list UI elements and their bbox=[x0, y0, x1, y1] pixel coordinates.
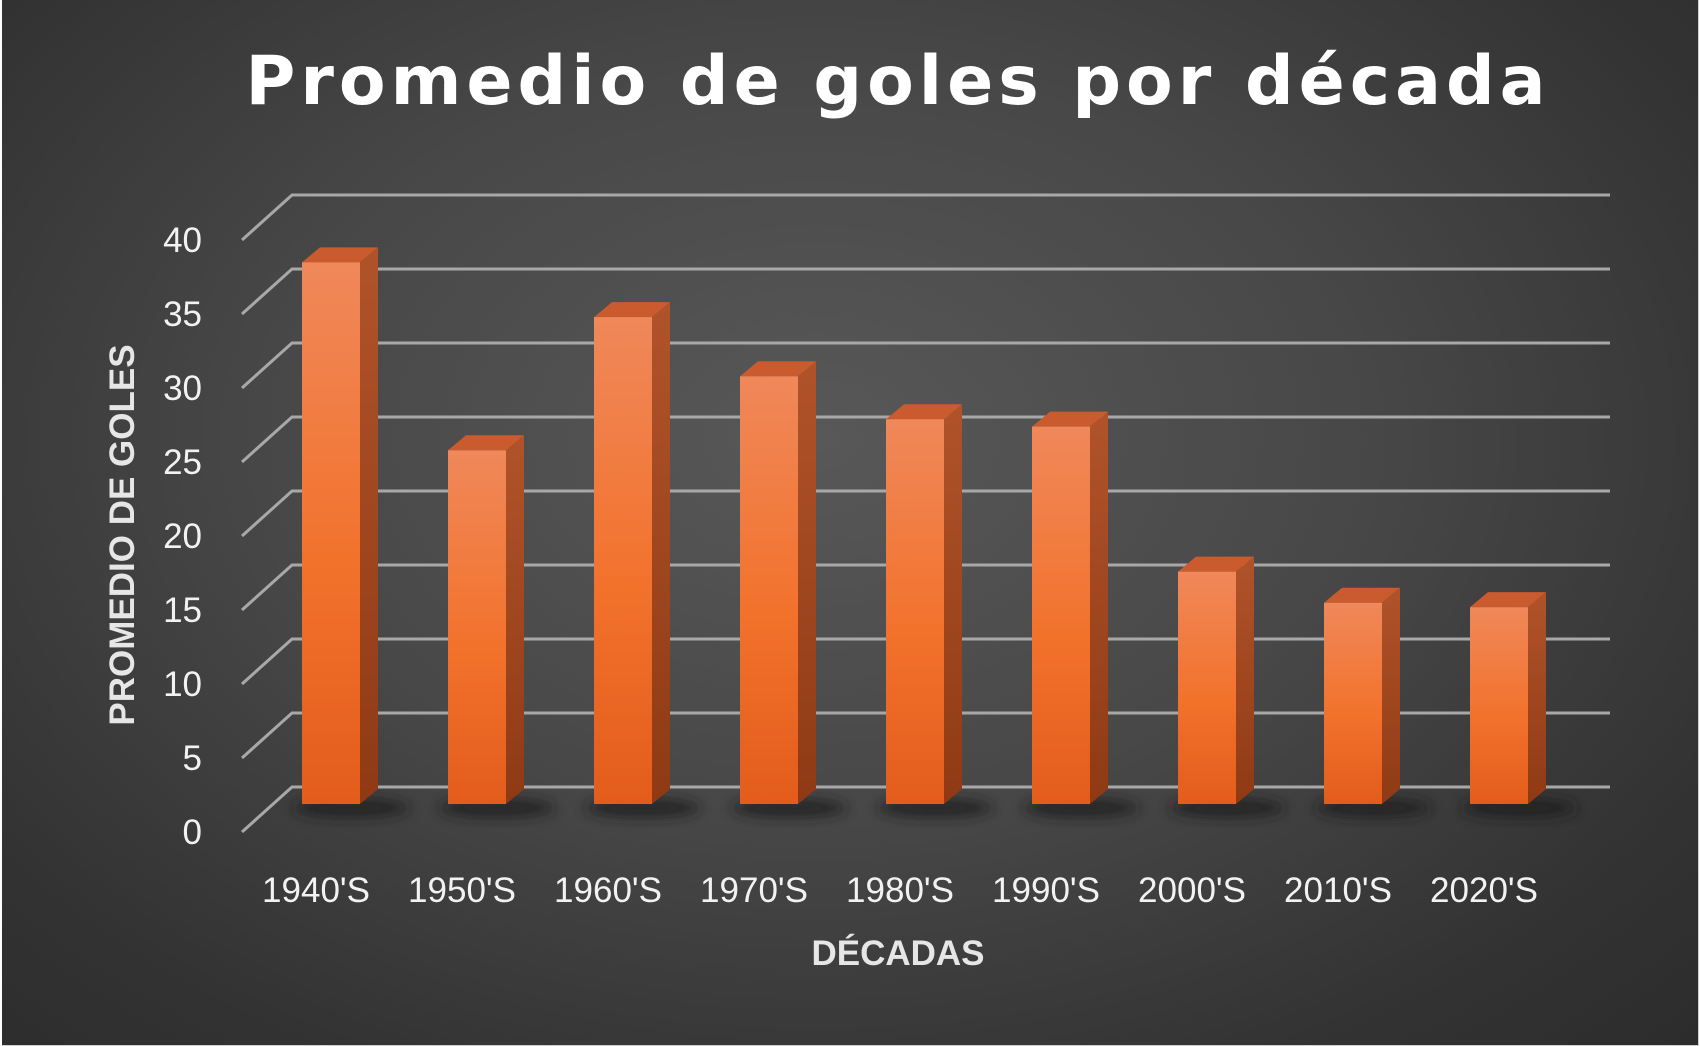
bar-side bbox=[360, 247, 378, 804]
bar bbox=[302, 247, 378, 804]
bar-front bbox=[886, 419, 944, 804]
gridline bbox=[240, 489, 1610, 538]
x-tick-label: 1940'S bbox=[262, 871, 370, 910]
x-tick-label: 2020'S bbox=[1430, 871, 1538, 910]
bar-side bbox=[1528, 592, 1546, 804]
bar bbox=[448, 435, 524, 804]
bar bbox=[594, 302, 670, 804]
gridline bbox=[240, 563, 1610, 612]
bar-top bbox=[302, 247, 378, 263]
bar bbox=[740, 361, 816, 804]
bar-top bbox=[1178, 556, 1254, 572]
x-tick-label: 1970'S bbox=[700, 871, 808, 910]
gridline bbox=[240, 637, 1610, 686]
bar-top bbox=[448, 435, 524, 451]
bar-front bbox=[1324, 602, 1382, 804]
gridline bbox=[240, 711, 1610, 760]
bar bbox=[1178, 556, 1254, 804]
bar-side bbox=[1236, 556, 1254, 804]
bar-front bbox=[448, 450, 506, 804]
x-tick-label: 2010'S bbox=[1284, 871, 1392, 910]
y-tick-label: 15 bbox=[163, 591, 202, 630]
y-tick-label: 10 bbox=[163, 665, 202, 704]
bar-front bbox=[1178, 571, 1236, 804]
bar-top bbox=[1470, 592, 1546, 608]
y-tick-label: 5 bbox=[183, 739, 202, 778]
bar-top bbox=[740, 361, 816, 377]
y-tick-label: 35 bbox=[163, 295, 202, 334]
x-axis-title: DÉCADAS bbox=[811, 933, 984, 973]
bars bbox=[302, 247, 1546, 804]
gridline bbox=[240, 193, 1610, 242]
gridline bbox=[240, 785, 1610, 834]
bar-top bbox=[594, 302, 670, 318]
bar bbox=[1032, 411, 1108, 804]
bar-side bbox=[506, 435, 524, 804]
bar-top bbox=[1324, 587, 1400, 603]
bar-front bbox=[740, 376, 798, 804]
y-tick-label: 30 bbox=[163, 369, 202, 408]
bar-front bbox=[302, 262, 360, 804]
y-axis-ticks: 0 5 10 15 20 25 30 35 40 bbox=[163, 221, 202, 852]
bar-top bbox=[1032, 411, 1108, 427]
x-tick-label: 2000'S bbox=[1138, 871, 1246, 910]
x-tick-label: 1950'S bbox=[408, 871, 516, 910]
y-tick-label: 25 bbox=[163, 443, 202, 482]
bar-side bbox=[1090, 411, 1108, 804]
bar-side bbox=[944, 404, 962, 804]
bar-side bbox=[798, 361, 816, 804]
y-tick-label: 0 bbox=[183, 813, 202, 852]
x-tick-label: 1990'S bbox=[992, 871, 1100, 910]
gridlines bbox=[240, 193, 1610, 834]
bar-side bbox=[652, 302, 670, 804]
bar-front bbox=[1470, 607, 1528, 804]
y-tick-label: 20 bbox=[163, 517, 202, 556]
y-axis-title: PROMEDIO DE GOLES bbox=[103, 344, 142, 725]
gridline bbox=[240, 267, 1610, 316]
x-axis-ticks: 1940'S 1950'S 1960'S 1970'S 1980'S 1990'S 2000… bbox=[262, 871, 1538, 910]
bar-front bbox=[594, 317, 652, 804]
bar bbox=[886, 404, 962, 804]
bar-top bbox=[886, 404, 962, 420]
bar bbox=[1470, 592, 1546, 804]
bar-side bbox=[1382, 587, 1400, 804]
x-tick-label: 1980'S bbox=[846, 871, 954, 910]
gridline bbox=[240, 415, 1610, 464]
x-tick-label: 1960'S bbox=[554, 871, 662, 910]
y-tick-label: 40 bbox=[163, 221, 202, 260]
bar-front bbox=[1032, 426, 1090, 804]
chart-title: Promedio de goles por década bbox=[245, 42, 1550, 121]
gridline bbox=[240, 341, 1610, 390]
bar bbox=[1324, 587, 1400, 804]
